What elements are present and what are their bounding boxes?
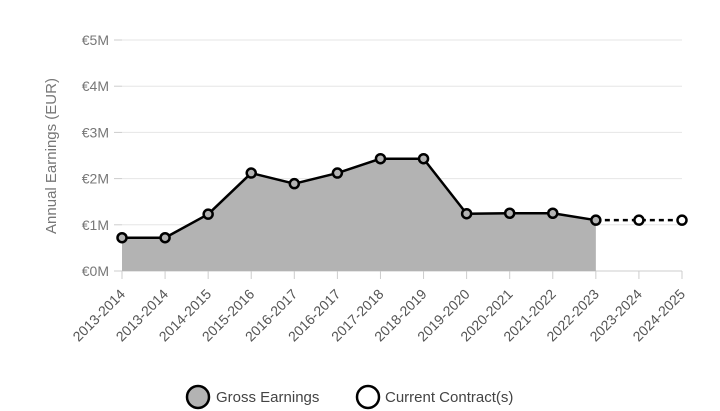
legend-item-current-contracts[interactable]: Current Contract(s)	[355, 384, 513, 410]
gross-earnings-point-2018-2019[interactable]	[417, 152, 430, 165]
earnings-area	[122, 158, 596, 271]
y-tick-label: €4M	[82, 78, 109, 94]
legend-swatch-current-contracts	[355, 384, 381, 410]
gross-earnings-line	[122, 157, 597, 239]
gross-earnings-point-2019-2020[interactable]	[460, 207, 473, 220]
gross-earnings-area	[122, 158, 596, 271]
y-tick-label: €5M	[82, 32, 109, 48]
legend-label-gross-earnings: Gross Earnings	[216, 389, 319, 406]
y-tick-label: €0M	[82, 263, 109, 279]
legend-swatch-gross-earnings	[185, 384, 211, 410]
legend-label-current-contracts: Current Contract(s)	[385, 389, 513, 406]
data-points	[116, 152, 688, 244]
gross-earnings-point-2022-2023[interactable]	[590, 214, 602, 226]
y-axis-label: Annual Earnings (EUR)	[43, 78, 60, 234]
gross-earnings-point-2016-2017[interactable]	[331, 167, 344, 179]
gross-earnings-point-2013-2014[interactable]	[159, 231, 171, 244]
gross-earnings-point-2020-2021[interactable]	[503, 207, 516, 219]
gross-earnings-point-2017-2018[interactable]	[374, 152, 387, 165]
gross-earnings-point-2013-2014[interactable]	[116, 231, 128, 244]
current-contract-point-2024-2025[interactable]	[676, 214, 688, 226]
gross-earnings-point-2021-2022[interactable]	[547, 207, 559, 219]
legend-item-gross-earnings[interactable]: Gross Earnings	[185, 384, 319, 410]
current-contract-point-2023-2024[interactable]	[633, 214, 645, 226]
y-tick-label: €1M	[82, 217, 109, 233]
x-axis-ticks: 2013-20142013-20142014-20152015-20162016…	[69, 271, 688, 344]
y-tick-label: €2M	[82, 171, 109, 187]
gross-earnings-point-2014-2015[interactable]	[202, 208, 214, 220]
y-axis-ticks: €0M €1M €2M €3M €4M €5M	[82, 32, 122, 279]
y-tick-label: €3M	[82, 124, 109, 140]
legend: Gross Earnings Current Contract(s)	[185, 384, 513, 410]
earnings-lines	[122, 157, 682, 239]
gross-earnings-point-2016-2017[interactable]	[288, 177, 301, 190]
gross-earnings-point-2015-2016[interactable]	[245, 167, 257, 179]
